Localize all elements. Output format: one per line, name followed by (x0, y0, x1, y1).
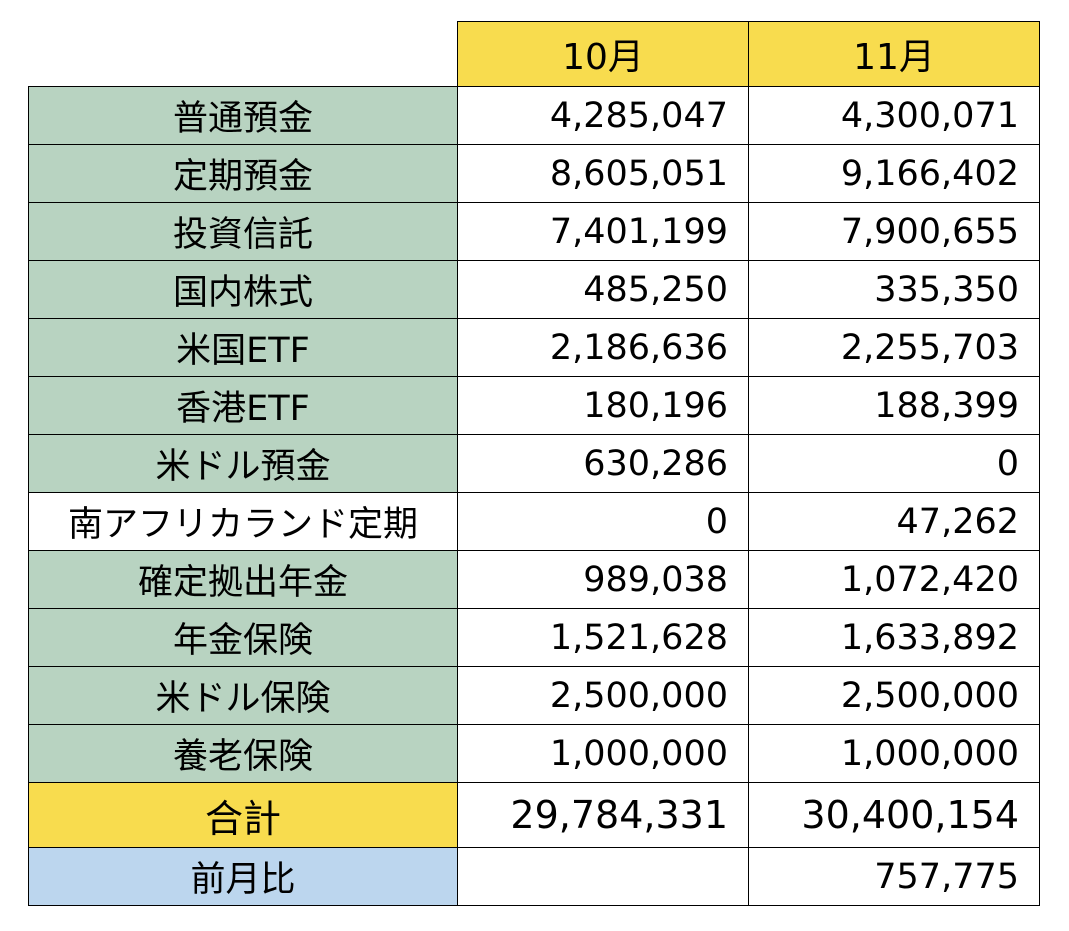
table-row: 確定拠出年金 989,038 1,072,420 (28, 550, 1040, 609)
header-month-november[interactable]: 11月 (748, 21, 1040, 87)
total-november[interactable]: 30,400,154 (748, 782, 1040, 848)
cell-october[interactable]: 4,285,047 (457, 86, 749, 145)
cell-october[interactable]: 0 (457, 492, 749, 551)
cell-october[interactable]: 8,605,051 (457, 144, 749, 203)
row-label[interactable]: 香港ETF (28, 376, 458, 435)
total-label[interactable]: 合計 (28, 782, 458, 848)
table-row: 香港ETF 180,196 188,399 (28, 376, 1040, 435)
row-label[interactable]: 確定拠出年金 (28, 550, 458, 609)
month-over-month-november[interactable]: 757,775 (748, 847, 1040, 906)
cell-november[interactable]: 1,072,420 (748, 550, 1040, 609)
month-over-month-october[interactable] (457, 847, 749, 906)
cell-october[interactable]: 630,286 (457, 434, 749, 493)
table-row: 米ドル保険 2,500,000 2,500,000 (28, 666, 1040, 725)
row-label[interactable]: 定期預金 (28, 144, 458, 203)
cell-november[interactable]: 335,350 (748, 260, 1040, 319)
row-label[interactable]: 米ドル預金 (28, 434, 458, 493)
cell-october[interactable]: 1,521,628 (457, 608, 749, 667)
row-label[interactable]: 米ドル保険 (28, 666, 458, 725)
header-month-october[interactable]: 10月 (457, 21, 749, 87)
table-row: 国内株式 485,250 335,350 (28, 260, 1040, 319)
cell-november[interactable]: 0 (748, 434, 1040, 493)
cell-november[interactable]: 2,255,703 (748, 318, 1040, 377)
cell-november[interactable]: 4,300,071 (748, 86, 1040, 145)
cell-october[interactable]: 7,401,199 (457, 202, 749, 261)
table-row: 投資信託 7,401,199 7,900,655 (28, 202, 1040, 261)
cell-november[interactable]: 9,166,402 (748, 144, 1040, 203)
row-label[interactable]: 年金保険 (28, 608, 458, 667)
cell-october[interactable]: 1,000,000 (457, 724, 749, 783)
month-over-month-label[interactable]: 前月比 (28, 847, 458, 906)
table-row: 南アフリカランド定期 0 47,262 (28, 492, 1040, 551)
asset-table: 10月 11月 普通預金 4,285,047 4,300,071 定期預金 8,… (28, 21, 1040, 906)
table-row: 米ドル預金 630,286 0 (28, 434, 1040, 493)
table-row: 養老保険 1,000,000 1,000,000 (28, 724, 1040, 783)
row-label[interactable]: 国内株式 (28, 260, 458, 319)
cell-november[interactable]: 2,500,000 (748, 666, 1040, 725)
table-row: 定期預金 8,605,051 9,166,402 (28, 144, 1040, 203)
cell-november[interactable]: 47,262 (748, 492, 1040, 551)
cell-october[interactable]: 989,038 (457, 550, 749, 609)
cell-november[interactable]: 1,633,892 (748, 608, 1040, 667)
cell-november[interactable]: 188,399 (748, 376, 1040, 435)
row-label[interactable]: 米国ETF (28, 318, 458, 377)
cell-october[interactable]: 485,250 (457, 260, 749, 319)
cell-october[interactable]: 2,186,636 (457, 318, 749, 377)
row-label[interactable]: 南アフリカランド定期 (28, 492, 458, 551)
table-row: 米国ETF 2,186,636 2,255,703 (28, 318, 1040, 377)
total-october[interactable]: 29,784,331 (457, 782, 749, 848)
cell-november[interactable]: 7,900,655 (748, 202, 1040, 261)
month-over-month-row: 前月比 757,775 (28, 847, 1040, 906)
row-label[interactable]: 普通預金 (28, 86, 458, 145)
header-row: 10月 11月 (28, 21, 1040, 87)
cell-november[interactable]: 1,000,000 (748, 724, 1040, 783)
table-row: 年金保険 1,521,628 1,633,892 (28, 608, 1040, 667)
header-blank-cell (28, 21, 458, 87)
table-row: 普通預金 4,285,047 4,300,071 (28, 86, 1040, 145)
cell-october[interactable]: 180,196 (457, 376, 749, 435)
row-label[interactable]: 養老保険 (28, 724, 458, 783)
total-row: 合計 29,784,331 30,400,154 (28, 782, 1040, 848)
cell-october[interactable]: 2,500,000 (457, 666, 749, 725)
row-label[interactable]: 投資信託 (28, 202, 458, 261)
